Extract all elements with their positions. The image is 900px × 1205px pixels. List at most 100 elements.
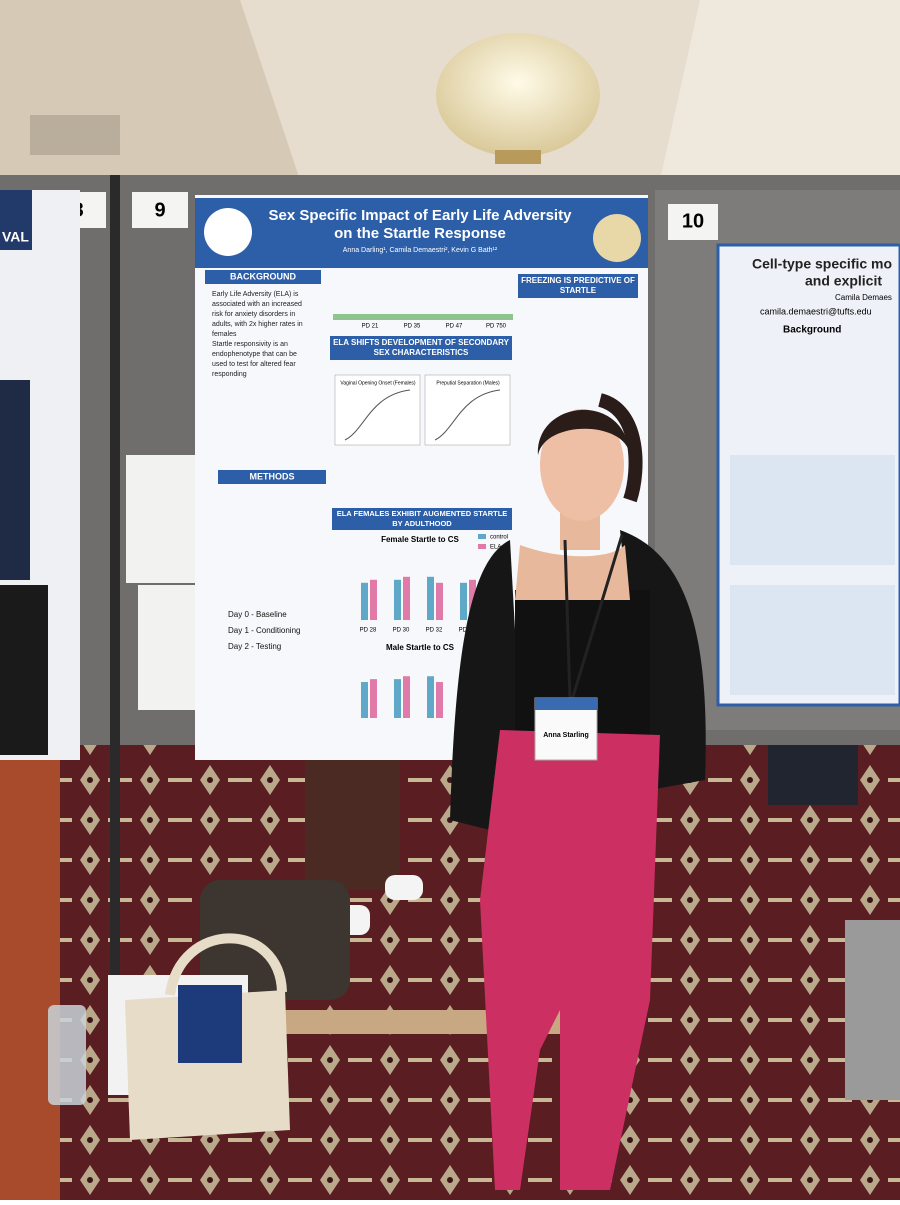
bullet-line: associated with an increased: [212, 301, 302, 308]
section-title: ELA FEMALES EXHIBIT AUGMENTED STARTLE: [337, 509, 508, 518]
chandelier-base: [495, 150, 541, 164]
plot-title: Vaginal Opening Onset (Females): [340, 380, 416, 386]
figure-bar: [394, 579, 401, 620]
bullet-line: Startle responsivity is an: [212, 341, 288, 348]
timeline-bar: [333, 314, 513, 320]
protocol-day: Day 1 - Conditioning: [228, 626, 300, 635]
vent: [30, 115, 120, 155]
bullet-line: Early Life Adversity (ELA) is: [212, 291, 299, 298]
section-header: [205, 270, 321, 284]
pants: [480, 730, 660, 1190]
right-poster-email: camila.demaestri@tufts.edu: [760, 306, 872, 316]
board-post: [110, 175, 120, 975]
bullet-line: risk for anxiety disorders in: [212, 311, 295, 318]
plot-curve: [434, 389, 501, 441]
timeline-label: PD 21: [362, 324, 379, 330]
protocol-day: Day 2 - Testing: [228, 642, 281, 651]
figure-bar: [403, 576, 410, 620]
person-legs: [305, 760, 400, 890]
legend-swatch: [478, 544, 486, 549]
badge-header: [535, 698, 597, 710]
section-header: [518, 274, 638, 298]
left-poster-text: VAL: [2, 229, 29, 245]
plot-curve: [344, 389, 411, 441]
section-title: FREEZING IS PREDICTIVE OF: [521, 276, 635, 285]
poster-header: [195, 198, 648, 268]
board-number: [668, 204, 718, 240]
legend-label: control: [490, 535, 508, 541]
person-left-arm: [0, 585, 48, 755]
figure-bar: [436, 682, 443, 718]
lab-logo: [593, 214, 641, 262]
poster-authors: Anna Darling¹, Camila Demaestri², Kevin …: [343, 247, 498, 254]
section-title: METHODS: [250, 471, 295, 481]
lanyard: [570, 534, 624, 701]
plot-title: Female Startle to CS: [381, 535, 459, 544]
figure-bar: [361, 582, 368, 620]
x-label: PD 28: [360, 628, 377, 634]
section-title: ELA SHIFTS DEVELOPMENT OF SECONDARY: [333, 338, 510, 347]
bullet-line: adults, with 2x higher rates in: [212, 321, 303, 328]
bullet-line: endophenotype that can be: [212, 351, 297, 358]
bullet-line: females: [212, 331, 237, 338]
badge-name: Anna Starling: [543, 732, 589, 739]
figure-bar: [469, 579, 476, 620]
right-poster-title: Cell-type specific mo: [752, 256, 892, 272]
person-legs: [768, 745, 858, 805]
protocol: Day 0 - Baseline Day 1 - Conditioning Day …: [228, 610, 300, 651]
section-header: [330, 336, 512, 360]
x-label: PD 32: [426, 628, 443, 634]
timeline-label: PD 35: [404, 324, 421, 330]
plot-title: Male Startle to CS: [386, 643, 455, 652]
background-text: Early Life Adversity (ELA) is associated …: [212, 291, 303, 378]
section-title: SEX CHARACTERISTICS: [374, 348, 469, 357]
section-title: STARTLE: [560, 286, 597, 295]
face: [540, 409, 624, 521]
ceiling-panel: [660, 0, 900, 180]
board-number-text: 9: [154, 199, 165, 221]
x-label: PD 30: [393, 628, 410, 634]
plot-title: Preputial Separation (Males): [436, 380, 500, 386]
poster-title: on the Startle Response: [334, 225, 506, 242]
figure-bar: [394, 679, 401, 718]
legend-swatch: [478, 534, 486, 539]
section-header: [332, 508, 512, 530]
lanyard: [563, 539, 572, 701]
timeline: PD 21 PD 35 PD 47 PD 750: [362, 324, 507, 330]
figure-bar: [436, 582, 443, 620]
protocol-day: Day 0 - Baseline: [228, 610, 287, 619]
plot-frame: [424, 374, 511, 446]
chandelier: [436, 33, 600, 157]
hair: [537, 409, 630, 455]
poster-title: Sex Specific Impact of Early Life Advers…: [269, 207, 573, 224]
right-poster-heading: Background: [783, 325, 841, 336]
figure-bar: [403, 676, 410, 718]
legend-label: ELA: [490, 545, 501, 551]
backpack: [200, 880, 350, 1000]
right-poster-author: Camila Demaes: [835, 293, 892, 302]
left-poster-header: [0, 190, 32, 250]
figure-bar: [370, 579, 377, 620]
figure-bar: [460, 582, 467, 620]
left-poster-figure: [0, 380, 30, 580]
timeline-label: PD 750: [486, 324, 507, 330]
right-poster-figure: [730, 585, 895, 695]
plot-frame: [334, 374, 421, 446]
tote-handle: [165, 933, 287, 996]
board-number-text: 10: [682, 210, 704, 232]
timeline-label: PD 47: [446, 324, 463, 330]
figure-bar: [427, 676, 434, 718]
bullet-line: responding: [212, 371, 247, 378]
figure-bar: [361, 682, 368, 718]
hair-bun: [597, 393, 643, 503]
tote-bag: [125, 990, 290, 1140]
right-poster-figure: [730, 455, 895, 565]
figure-bar: [370, 679, 377, 718]
book: [178, 985, 242, 1063]
chest: [515, 545, 630, 600]
section-title: BY ADULTHOOD: [392, 519, 452, 528]
university-logo: [204, 208, 252, 256]
shoe: [385, 875, 423, 900]
bottle: [48, 1005, 86, 1105]
